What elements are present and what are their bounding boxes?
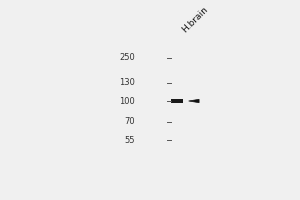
Text: 100: 100 xyxy=(119,97,135,106)
Polygon shape xyxy=(189,99,199,103)
Text: 70: 70 xyxy=(124,117,135,126)
Text: 250: 250 xyxy=(119,53,135,62)
Text: 55: 55 xyxy=(124,136,135,145)
Text: H.brain: H.brain xyxy=(181,5,210,35)
Bar xyxy=(171,99,183,103)
Text: 130: 130 xyxy=(119,78,135,87)
